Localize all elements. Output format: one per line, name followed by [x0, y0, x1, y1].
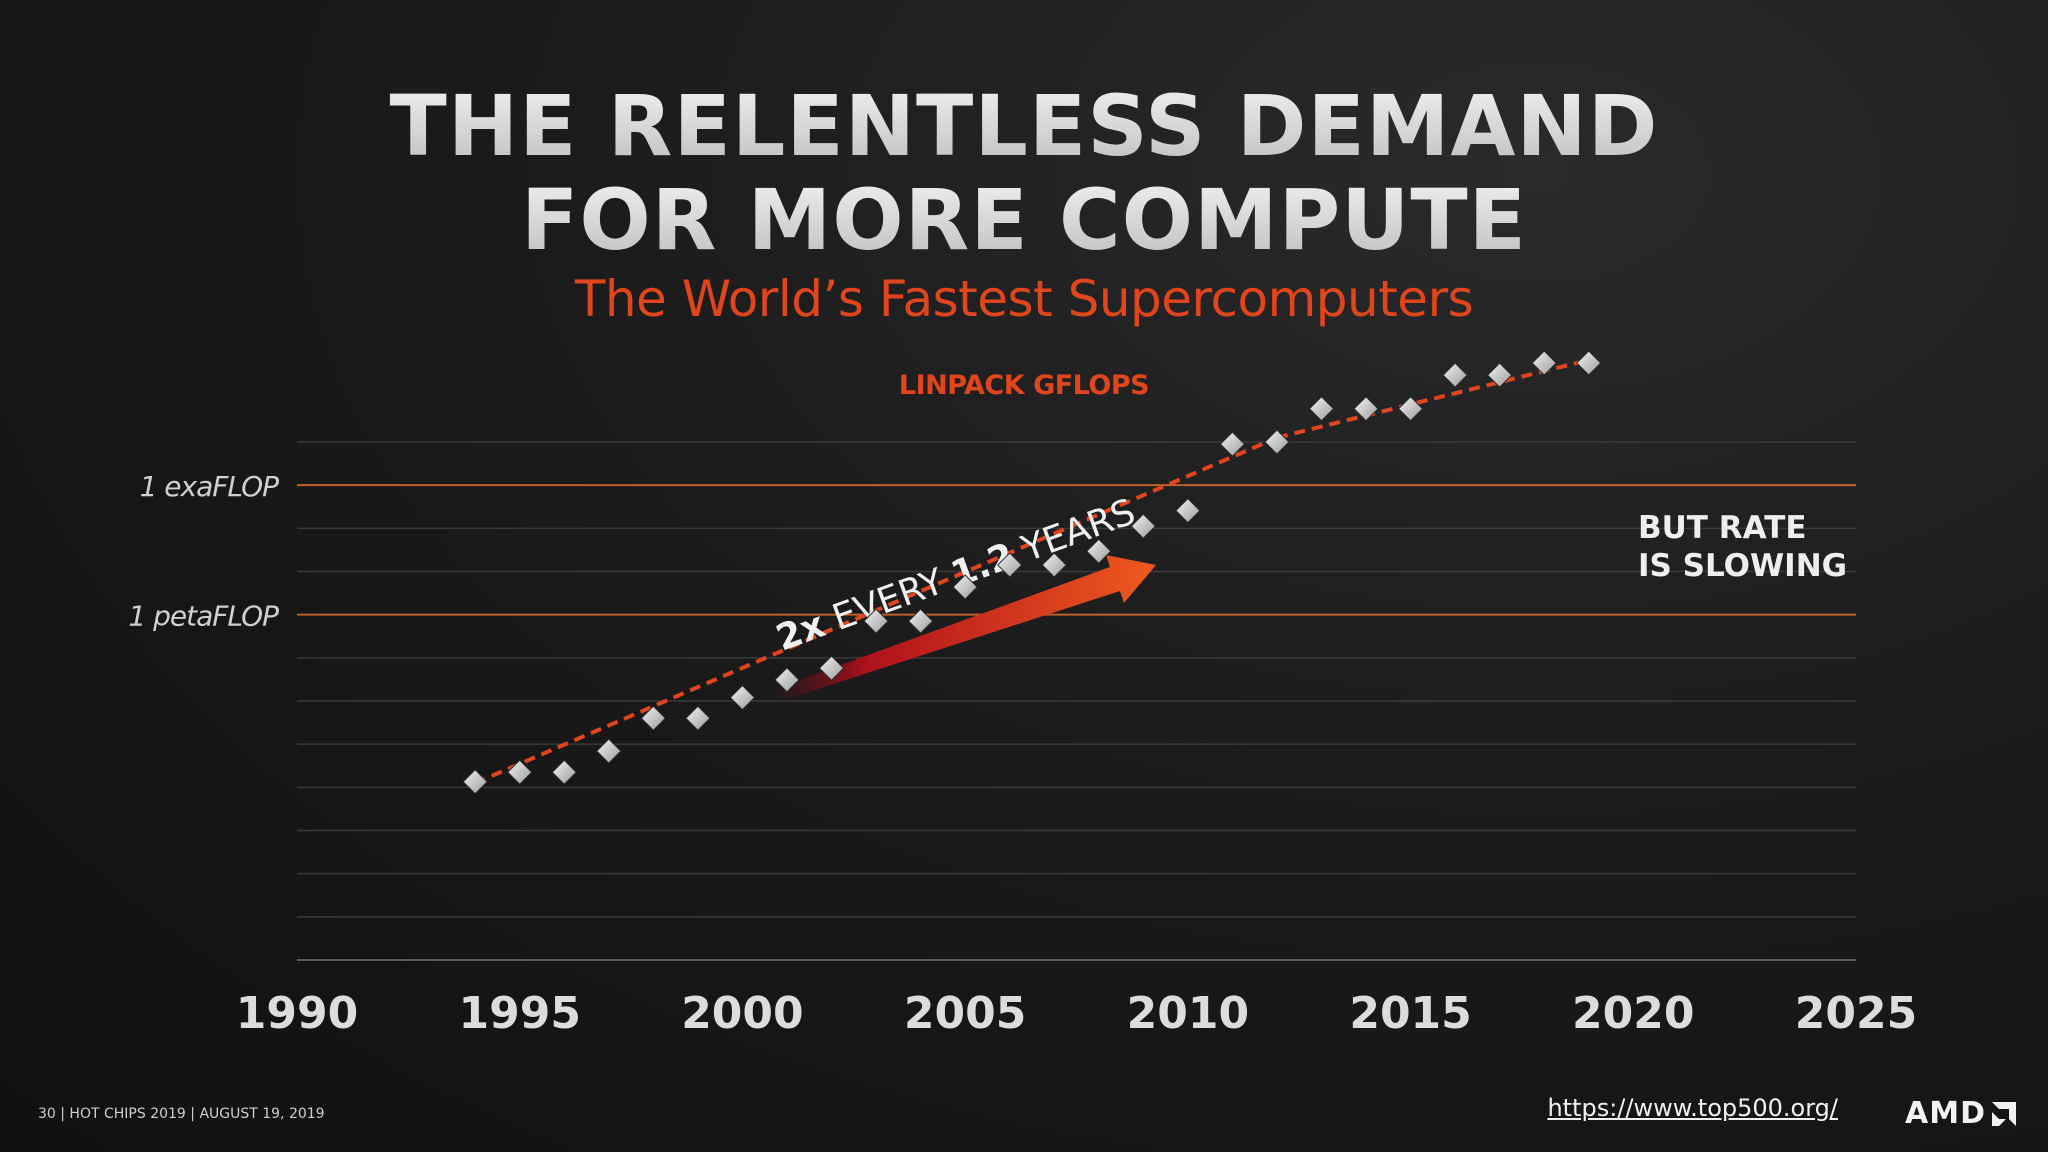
data-point	[952, 574, 978, 600]
data-point	[596, 738, 622, 764]
data-point	[1041, 552, 1067, 578]
data-point	[1442, 362, 1468, 388]
data-point	[1264, 429, 1290, 455]
data-point	[462, 769, 488, 795]
reference-label: 1 petaFLOP	[128, 600, 279, 633]
data-point	[685, 705, 711, 731]
data-point	[1397, 396, 1424, 422]
x-tick-label: 1990	[236, 988, 358, 1039]
slide-title-line2: FOR MORE COMPUTE	[0, 172, 2048, 268]
data-point	[818, 655, 845, 681]
amd-logo: AMD	[1905, 1096, 2018, 1131]
data-point	[1353, 396, 1379, 422]
amd-arrow-icon	[1992, 1101, 2016, 1126]
data-point	[907, 608, 934, 634]
data-point	[1576, 350, 1602, 376]
x-tick-label: 2005	[904, 988, 1026, 1039]
data-point	[507, 759, 533, 785]
data-point	[996, 552, 1023, 578]
slowing-annotation-line1: BUT RATE	[1638, 510, 1807, 546]
data-point	[1130, 513, 1157, 539]
x-axis-ticks: 1990 1995 2000 2005 2010 2015 2020 2025	[236, 988, 1917, 1039]
chart-title: LINPACK GFLOPS	[898, 370, 1150, 401]
data-markers	[462, 350, 1602, 795]
growth-arrow-shape	[772, 555, 1156, 702]
x-tick-label: 2020	[1572, 988, 1694, 1039]
x-tick-label: 2000	[681, 988, 803, 1039]
data-point	[774, 667, 800, 693]
data-point	[1086, 538, 1112, 564]
x-tick-label: 2025	[1795, 988, 1917, 1039]
slide-title-line1: THE RELENTLESS DEMAND	[0, 78, 2048, 174]
source-link[interactable]: https://www.top500.org/	[1547, 1094, 1838, 1122]
footer-meta: 30 | HOT CHIPS 2019 | AUGUST 19, 2019	[38, 1106, 325, 1122]
x-tick-label: 2015	[1349, 988, 1471, 1039]
reference-label: 1 exaFLOP	[140, 470, 280, 503]
data-point	[640, 705, 667, 731]
x-tick-label: 2010	[1127, 988, 1249, 1039]
data-point	[863, 608, 889, 634]
gridlines	[297, 441, 1856, 961]
data-point	[1308, 396, 1335, 422]
slide-subtitle: The World’s Fastest Supercomputers	[574, 270, 1474, 328]
data-point	[1219, 431, 1246, 457]
reference-lines: 1 exaFLOP 1 petaFLOP	[128, 470, 1856, 633]
data-point	[1486, 362, 1513, 388]
data-point	[1175, 497, 1201, 524]
x-tick-label: 1995	[458, 988, 580, 1039]
data-point	[1531, 350, 1557, 376]
amd-logo-text: AMD	[1905, 1096, 1986, 1131]
slowing-annotation-line2: IS SLOWING	[1638, 548, 1847, 584]
data-point	[551, 759, 577, 785]
data-point	[729, 684, 756, 711]
